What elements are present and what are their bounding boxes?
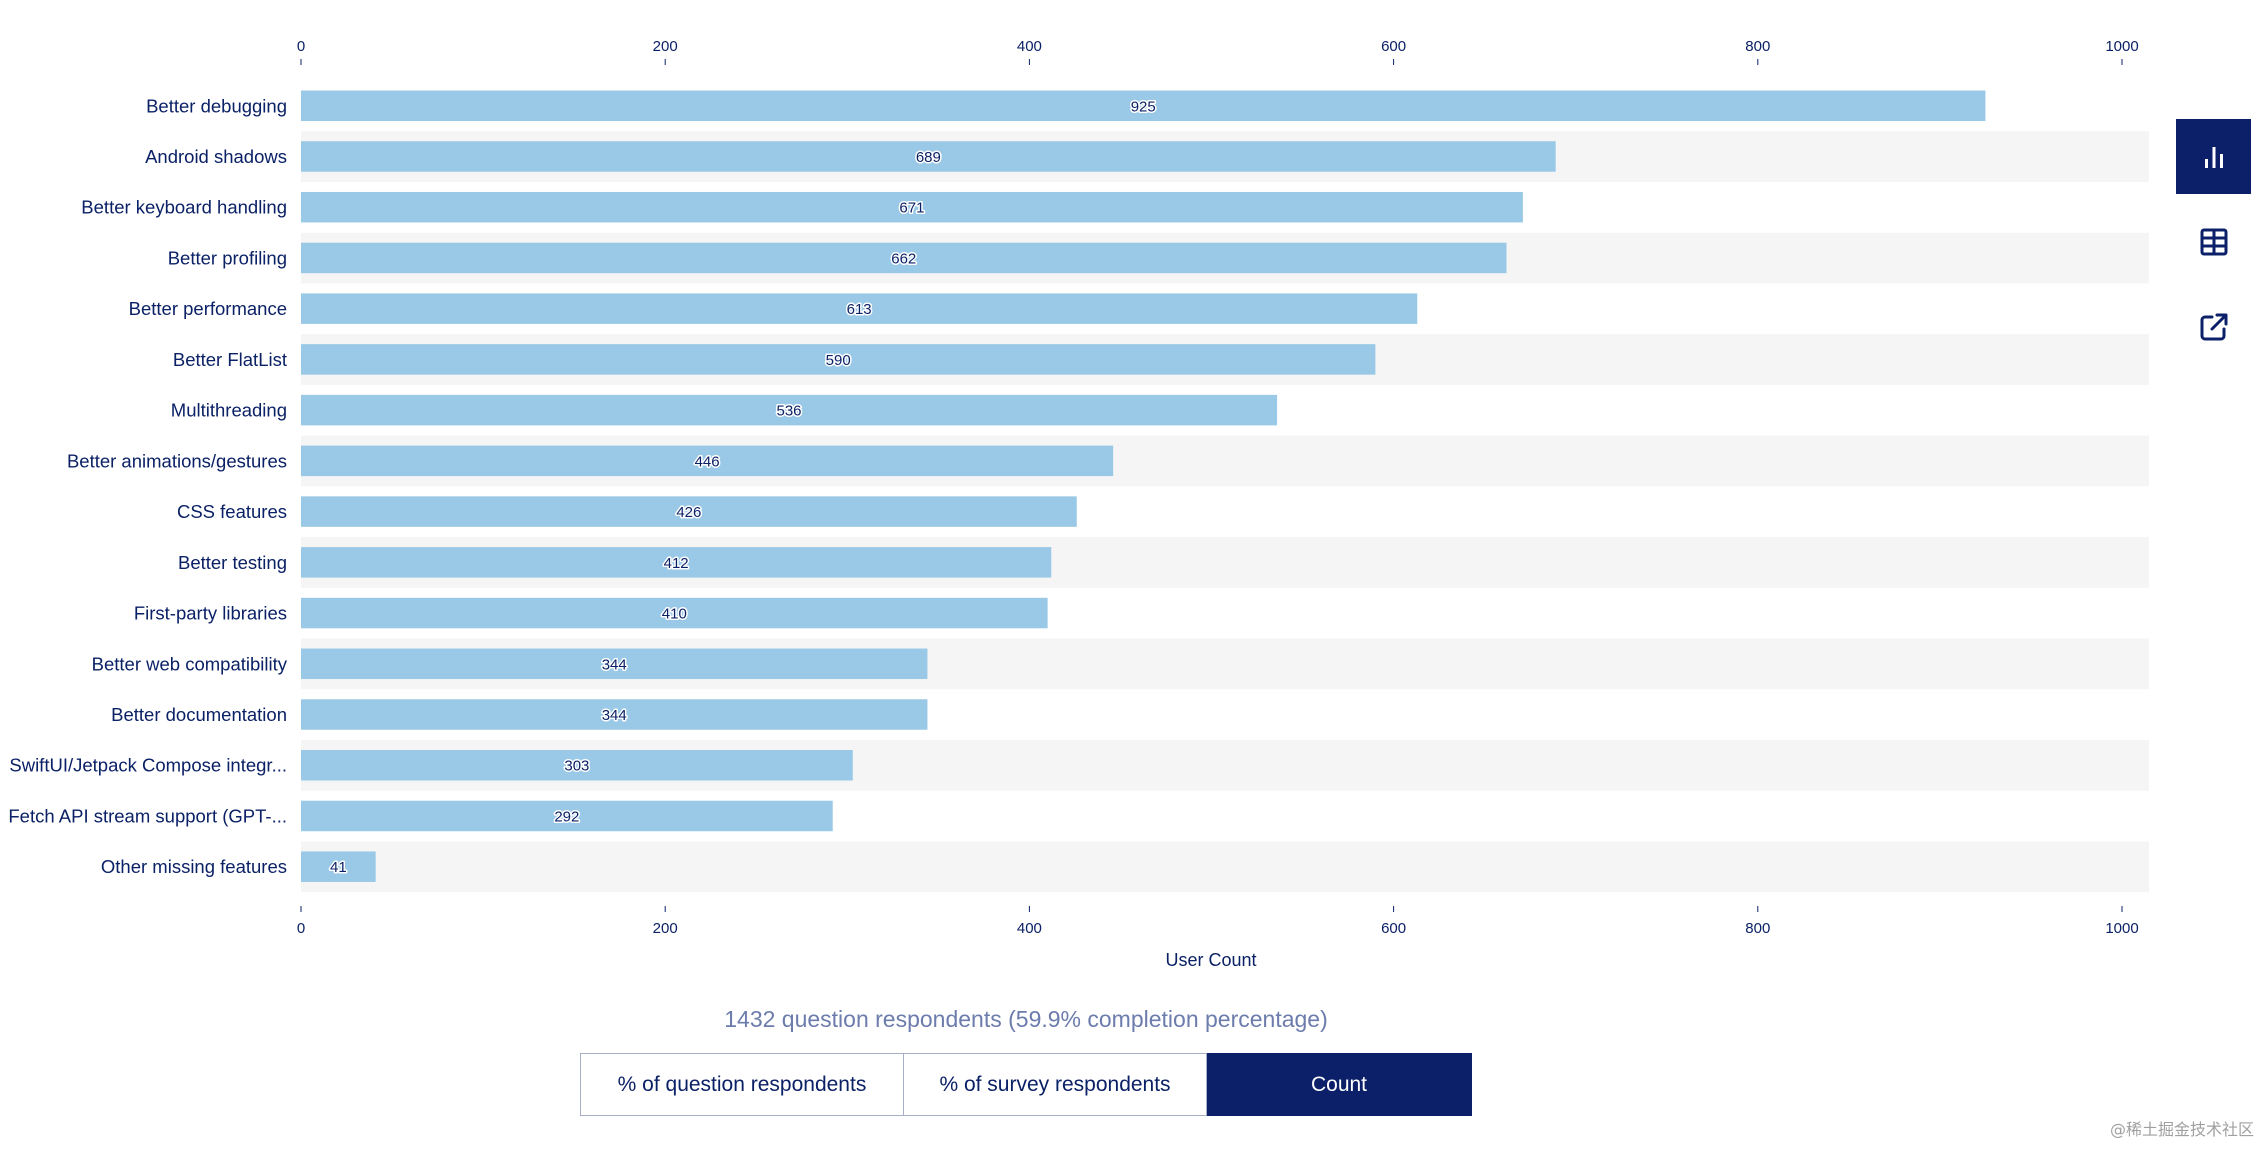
value-label: 536 (777, 403, 802, 420)
row-stripe (301, 841, 2149, 893)
view-toggle: % of question respondents % of survey re… (580, 1053, 1472, 1116)
value-label: 613 (847, 301, 872, 318)
category-label: Android shadows (145, 146, 287, 167)
bar-chart: 0 200 400 600 800 1000 0 200 400 600 800 1000 Bett… (8, 38, 2149, 970)
category-label: Better keyboard handling (81, 197, 287, 218)
table-view-button[interactable] (2176, 204, 2251, 279)
watermark: @稀土掘金技术社区 (2109, 1120, 2254, 1139)
value-label: 344 (602, 707, 627, 724)
x-axis-title: User Count (1165, 950, 1256, 970)
pct-question-respondents-button[interactable]: % of question respondents (580, 1053, 904, 1116)
bar[interactable] (301, 445, 1114, 477)
top-tick-label: 800 (1745, 38, 1770, 55)
bottom-tick-label: 800 (1745, 920, 1770, 937)
bars (301, 90, 1986, 882)
bar[interactable] (301, 699, 928, 730)
bar[interactable] (301, 547, 1052, 578)
value-label: 41 (330, 859, 347, 876)
bar-chart-icon (2204, 146, 2223, 168)
count-button[interactable]: Count (1207, 1053, 1472, 1116)
top-tick-label: 1000 (2105, 38, 2138, 55)
bottom-x-axis: 0 200 400 600 800 1000 (297, 906, 2139, 937)
bar[interactable] (301, 293, 1418, 324)
category-label: Better debugging (146, 95, 287, 116)
value-label: 689 (916, 149, 941, 166)
category-label: CSS features (177, 501, 287, 522)
top-tick-label: 600 (1381, 38, 1406, 55)
value-label: 662 (891, 250, 916, 267)
value-label: 410 (662, 606, 687, 623)
top-tick-label: 400 (1017, 38, 1042, 55)
bar[interactable] (301, 496, 1077, 527)
bar[interactable] (301, 191, 1523, 223)
bar[interactable] (301, 597, 1048, 629)
category-label: Better testing (178, 552, 287, 573)
bar[interactable] (301, 344, 1376, 375)
value-label: 925 (1131, 98, 1156, 115)
value-label: 344 (602, 656, 627, 673)
value-label: 590 (826, 352, 851, 369)
top-x-axis: 0 200 400 600 800 1000 (297, 38, 2139, 65)
category-label: Better documentation (111, 704, 287, 725)
bar[interactable] (301, 242, 1507, 274)
value-label: 412 (664, 555, 689, 572)
bar[interactable] (301, 749, 853, 781)
external-link-icon (2200, 313, 2227, 340)
category-label: SwiftUI/Jetpack Compose integr... (9, 755, 287, 776)
chart-view-button[interactable] (2176, 119, 2251, 194)
bottom-tick-label: 400 (1017, 920, 1042, 937)
category-label: First-party libraries (134, 603, 287, 624)
value-label: 446 (695, 453, 720, 470)
value-label: 671 (899, 200, 924, 217)
bottom-tick-label: 0 (297, 920, 305, 937)
value-label: 303 (564, 758, 589, 775)
open-external-button[interactable] (2176, 289, 2251, 364)
category-label: Better performance (129, 298, 287, 319)
category-label: Better FlatList (173, 349, 287, 370)
value-label: 426 (676, 504, 701, 521)
category-label: Multithreading (171, 400, 287, 421)
view-tools (2176, 119, 2251, 364)
category-label: Better animations/gestures (67, 450, 287, 471)
category-labels: Better debugging Android shadows Better ke… (8, 95, 287, 877)
category-label: Other missing features (101, 856, 287, 877)
bar[interactable] (301, 394, 1278, 426)
bottom-tick-label: 1000 (2105, 920, 2138, 937)
table-icon (2200, 228, 2227, 255)
top-tick-label: 200 (653, 38, 678, 55)
respondents-summary: 1432 question respondents (59.9% complet… (724, 1006, 1328, 1032)
bar[interactable] (301, 851, 376, 882)
top-tick-label: 0 (297, 38, 305, 55)
category-label: Fetch API stream support (GPT-... (8, 805, 287, 826)
bottom-tick-label: 600 (1381, 920, 1406, 937)
bar[interactable] (301, 648, 928, 680)
bar[interactable] (301, 141, 1556, 172)
value-label: 292 (554, 808, 579, 825)
bottom-tick-label: 200 (653, 920, 678, 937)
value-labels: 925 689 671 662 613 590 536 446 426 412 410 344 344 3… (328, 97, 1157, 878)
category-label: Better web compatibility (92, 653, 288, 674)
pct-survey-respondents-button[interactable]: % of survey respondents (904, 1053, 1207, 1116)
category-label: Better profiling (168, 247, 287, 268)
bar[interactable] (301, 90, 1986, 122)
bar[interactable] (301, 800, 833, 832)
